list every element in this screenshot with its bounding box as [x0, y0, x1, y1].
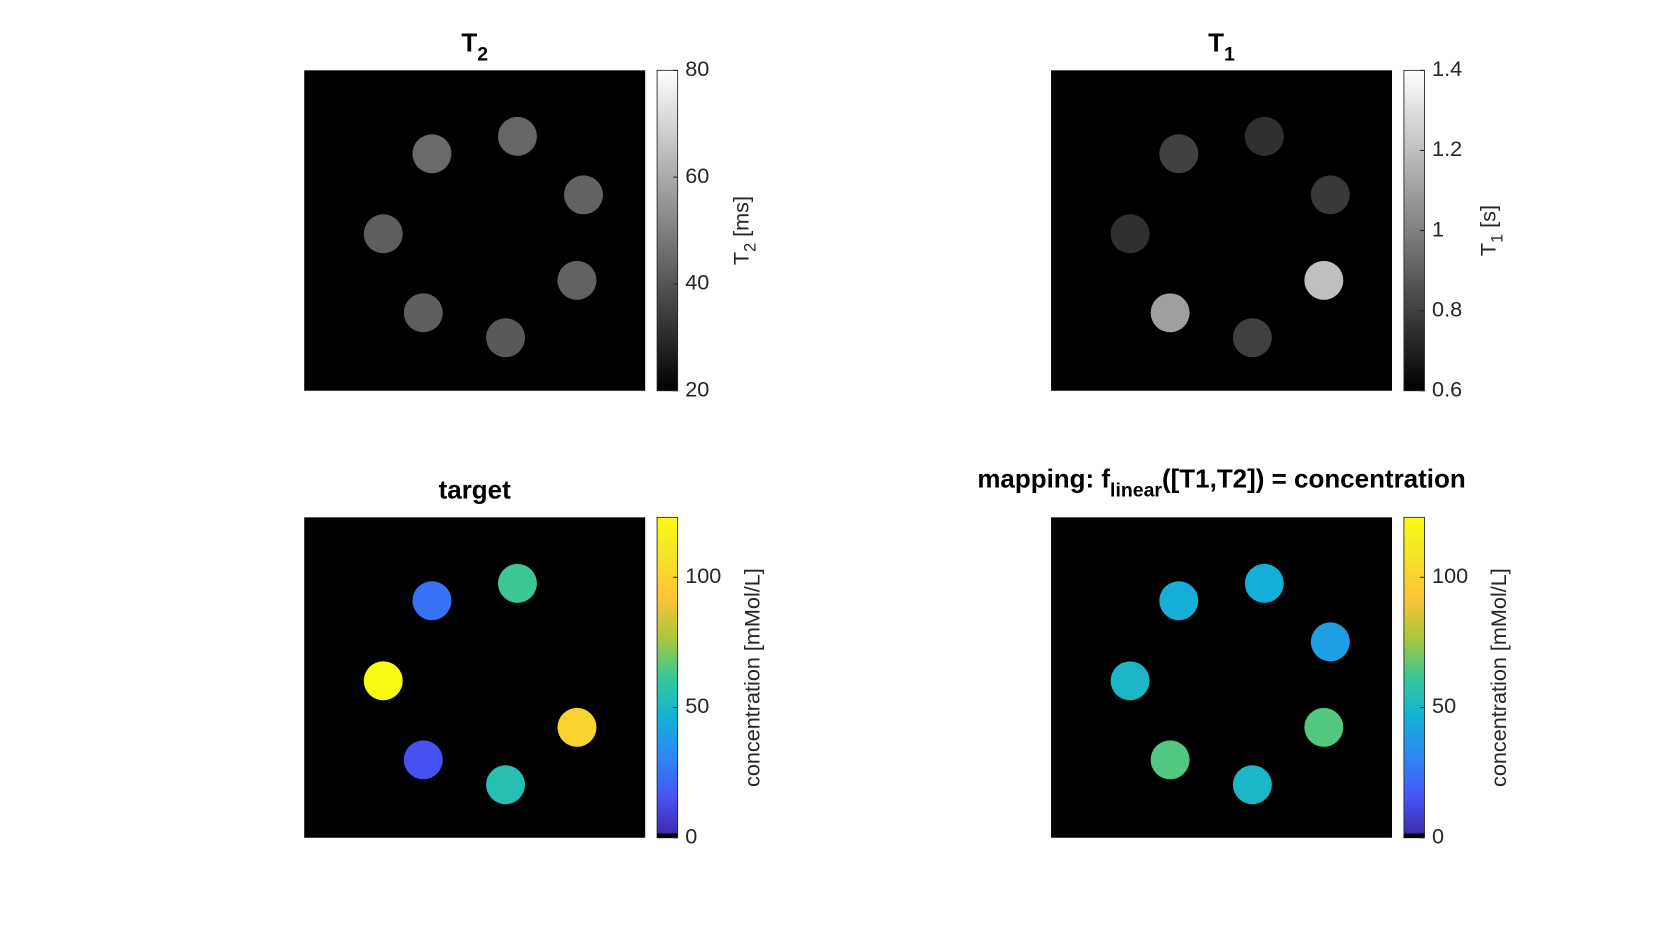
subscript: 2 — [477, 44, 488, 66]
text-part: T — [1475, 243, 1500, 256]
text-part: concentration [mMol/L] — [1486, 568, 1511, 787]
text-part: [s] — [1475, 205, 1500, 234]
colorbar-tick-label: 20 — [685, 376, 709, 401]
colorbar-tick-label: 100 — [685, 563, 721, 588]
colorbar-tick-label: 0 — [1432, 823, 1444, 848]
vial — [1232, 765, 1272, 805]
text-part: ([T1,T2]) = concentration — [1162, 463, 1466, 493]
colorbar-label: T1 [s] — [1475, 205, 1507, 256]
panel-title: T2 — [461, 27, 488, 65]
vial — [1232, 318, 1272, 358]
vial — [563, 175, 603, 215]
vial — [403, 293, 443, 333]
colorbar-tick-label: 1 — [1432, 216, 1444, 241]
vial — [563, 622, 603, 662]
colorbar-underflow — [657, 833, 678, 838]
colorbar-tick-label: 1.4 — [1432, 56, 1462, 81]
colorbar — [1403, 516, 1425, 839]
subscript: 1 — [1224, 44, 1235, 66]
vial — [1304, 707, 1344, 747]
vial — [1150, 293, 1190, 333]
panel-title: target — [439, 474, 512, 504]
image-axes — [1051, 70, 1393, 391]
colorbar-label: T2 [ms] — [728, 196, 760, 265]
colorbar-tick-label: 100 — [1432, 563, 1468, 588]
colorbar — [656, 516, 679, 839]
vial — [497, 563, 537, 603]
vial — [1244, 116, 1284, 156]
text-part: mapping: f — [977, 463, 1110, 493]
vial — [557, 260, 597, 300]
vial — [486, 765, 526, 805]
vial — [557, 707, 597, 747]
vial — [1310, 622, 1350, 662]
vial — [486, 318, 526, 358]
colorbar-tick-label: 0.6 — [1432, 376, 1462, 401]
vial — [403, 740, 443, 780]
colorbar-tick-label: 40 — [685, 270, 709, 295]
text-part: T — [461, 27, 477, 57]
colorbar — [656, 69, 679, 392]
colorbar-tick-label: 50 — [1432, 693, 1456, 718]
colorbar-tick-label: 50 — [685, 693, 709, 718]
colorbar-tick-label: 60 — [685, 163, 709, 188]
vial — [1110, 214, 1150, 254]
colorbar-label: concentration [mMol/L] — [739, 568, 764, 787]
vial — [1304, 260, 1344, 300]
vial — [363, 214, 403, 254]
vial — [1159, 581, 1199, 621]
vial — [1159, 134, 1199, 174]
subscript: linear — [1110, 480, 1162, 502]
text-part: T — [728, 252, 753, 265]
colorbar-tick-label: 80 — [685, 56, 709, 81]
vial — [363, 661, 403, 701]
text-part: concentration [mMol/L] — [739, 568, 764, 787]
vial — [412, 581, 452, 621]
colorbar-tick-label: 0.8 — [1432, 296, 1462, 321]
panel-title: mapping: flinear([T1,T2]) = concentratio… — [977, 463, 1465, 501]
colorbar-tick-label: 0 — [685, 823, 697, 848]
vial — [1244, 563, 1284, 603]
vial — [1110, 661, 1150, 701]
vial — [497, 116, 537, 156]
text-part: T — [1208, 27, 1224, 57]
colorbar-tick-label: 1.2 — [1432, 136, 1462, 161]
subscript: 1 — [1489, 234, 1507, 243]
subscript: 2 — [742, 243, 760, 252]
image-axes — [304, 70, 646, 391]
vial — [412, 134, 452, 174]
text-part: target — [439, 474, 512, 504]
vial — [1150, 740, 1190, 780]
colorbar-underflow — [1403, 833, 1425, 838]
panel-title: T1 — [1208, 27, 1235, 65]
image-axes — [1051, 517, 1393, 838]
image-axes — [304, 517, 646, 838]
vial — [1310, 175, 1350, 215]
colorbar-label: concentration [mMol/L] — [1486, 568, 1511, 787]
text-part: [ms] — [728, 196, 753, 243]
